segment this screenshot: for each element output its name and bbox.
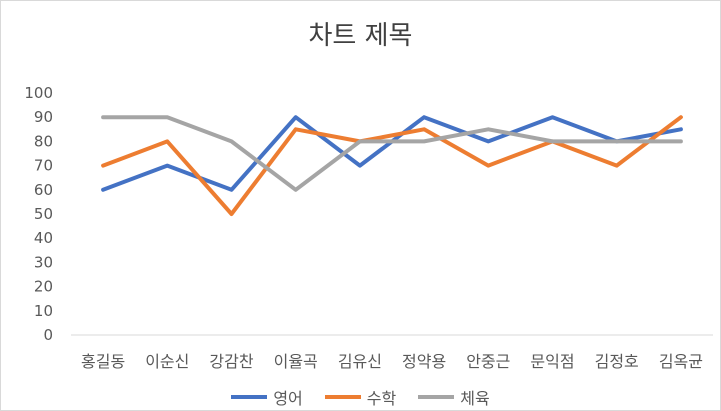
- legend-swatch: [418, 395, 455, 399]
- legend-label: 체육: [460, 389, 490, 408]
- y-tick-label: 0: [43, 326, 53, 344]
- y-tick-label: 50: [34, 205, 53, 223]
- y-tick-label: 80: [34, 132, 53, 150]
- legend-item: 수학: [324, 385, 397, 409]
- y-tick-label: 40: [34, 229, 53, 247]
- series-line-2: [101, 115, 683, 216]
- x-tick-label: 홍길동: [81, 352, 125, 371]
- legend-item: 영어: [231, 385, 303, 409]
- chart-title: 차트 제목: [308, 21, 413, 51]
- series-line-1: [101, 115, 683, 192]
- x-tick-label: 이율곡: [274, 352, 318, 371]
- x-tick-label: 이순신: [145, 352, 189, 371]
- legend-item: 체육: [418, 385, 490, 409]
- y-tick-label: 100: [24, 84, 53, 102]
- y-tick-label: 30: [34, 253, 53, 271]
- x-tick-label: 안중근: [466, 352, 510, 371]
- y-tick-label: 70: [34, 157, 53, 175]
- series-line-3: [101, 115, 683, 192]
- x-tick-label: 강감찬: [209, 352, 253, 371]
- x-tick-label: 김정호: [595, 352, 639, 371]
- legend-swatch: [324, 395, 361, 399]
- legend: 영어 수학 체육: [1, 385, 720, 409]
- legend-label: 수학: [366, 389, 397, 408]
- legend-swatch: [231, 395, 268, 399]
- plot-area: 0 10 20 30 40 50 60 70 80 90 100 홍길동 이순신 강감찬 이율곡 김유신 정약용…: [24, 84, 713, 371]
- x-tick-label: 김옥균: [659, 352, 703, 371]
- x-tick-label: 문익점: [530, 352, 574, 371]
- y-tick-label: 20: [34, 278, 53, 296]
- y-tick-label: 60: [34, 181, 53, 199]
- y-tick-label: 90: [34, 108, 53, 126]
- x-tick-label: 김유신: [338, 352, 382, 371]
- y-tick-label: 10: [34, 302, 53, 320]
- legend-label: 영어: [273, 389, 303, 408]
- x-tick-label: 정약용: [402, 352, 446, 371]
